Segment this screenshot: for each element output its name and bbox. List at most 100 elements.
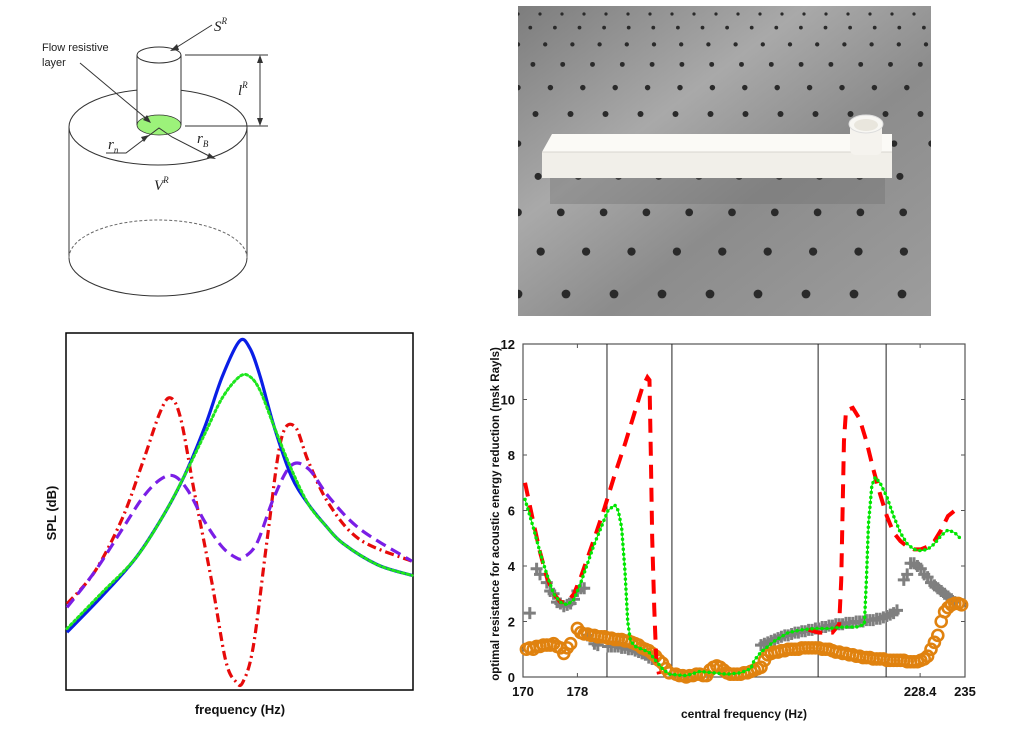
table-hole bbox=[577, 25, 582, 30]
table-hole bbox=[749, 25, 754, 30]
table-hole bbox=[602, 111, 609, 117]
table-hole bbox=[619, 61, 625, 67]
table-hole bbox=[609, 289, 619, 299]
table-hole bbox=[672, 111, 679, 117]
table-hole bbox=[570, 42, 575, 47]
photo-drawing bbox=[465, 6, 950, 345]
res-point-orange-circle bbox=[930, 628, 945, 643]
res-series-group bbox=[519, 373, 969, 684]
spl-series-dashed-purple bbox=[65, 461, 413, 609]
table-hole bbox=[612, 84, 618, 91]
spl-xlabel: frequency (Hz) bbox=[195, 702, 285, 717]
table-hole bbox=[899, 247, 909, 256]
table-hole bbox=[823, 25, 828, 30]
table-hole bbox=[868, 12, 872, 16]
table-hole bbox=[637, 111, 644, 117]
spl-plot-frame bbox=[65, 332, 414, 691]
res-plot-frame bbox=[522, 343, 966, 678]
table-hole bbox=[560, 61, 566, 67]
spl-ylabel: SPL (dB) bbox=[44, 486, 59, 541]
res-series-red-dashed bbox=[523, 373, 661, 675]
table-hole bbox=[532, 111, 539, 117]
table-hole bbox=[705, 289, 715, 299]
table-hole bbox=[709, 84, 716, 91]
table-hole bbox=[530, 61, 536, 67]
table-hole bbox=[897, 289, 907, 299]
table-hole bbox=[854, 247, 863, 256]
table-hole bbox=[718, 247, 727, 256]
table-hole bbox=[758, 12, 762, 16]
table-hole bbox=[801, 289, 811, 299]
res-point-orange-circle bbox=[920, 649, 935, 663]
table-hole bbox=[842, 42, 847, 47]
table-hole bbox=[846, 12, 850, 16]
table-hole bbox=[714, 12, 718, 16]
resonator-schematic: Flow resistive layer SR lR rn rB VR bbox=[0, 0, 300, 300]
res-ytick-label: 12 bbox=[501, 337, 515, 352]
table-hole bbox=[780, 12, 784, 16]
rB-arrow-head bbox=[207, 153, 216, 159]
flow-layer-label-2: layer bbox=[42, 57, 66, 69]
table-hole bbox=[896, 172, 904, 180]
rn-pointer bbox=[106, 127, 214, 159]
table-hole bbox=[597, 42, 602, 47]
table-hole bbox=[774, 84, 780, 91]
table-hole bbox=[798, 61, 804, 67]
res-ytick-label: 4 bbox=[508, 559, 516, 574]
table-hole bbox=[871, 84, 878, 91]
table-hole bbox=[923, 42, 929, 47]
res-ytick-label: 2 bbox=[508, 615, 515, 630]
res-series-green-dotted bbox=[523, 473, 962, 678]
table-hole bbox=[651, 25, 656, 30]
table-hole bbox=[774, 25, 779, 30]
table-hole bbox=[642, 208, 651, 217]
spl-frequency-chart: frequency (Hz) SPL (dB) bbox=[0, 318, 440, 731]
res-point-orange-circle bbox=[924, 642, 938, 657]
table-hole bbox=[869, 42, 874, 47]
table-hole bbox=[560, 12, 564, 16]
table-hole bbox=[651, 42, 657, 47]
neck-tube-opening bbox=[854, 119, 878, 131]
table-hole bbox=[858, 61, 864, 67]
table-hole bbox=[679, 42, 684, 47]
table-hole bbox=[890, 12, 894, 16]
table-hole bbox=[624, 42, 629, 47]
table-hole bbox=[912, 12, 916, 16]
table-hole bbox=[760, 42, 765, 47]
table-hole bbox=[847, 111, 854, 117]
table-hole bbox=[602, 25, 606, 30]
res-point-gray-plus bbox=[901, 568, 914, 581]
table-hole bbox=[706, 42, 711, 47]
table-hole bbox=[707, 111, 714, 117]
table-hole bbox=[543, 42, 548, 47]
table-hole bbox=[536, 247, 545, 256]
duct-front bbox=[542, 152, 892, 178]
table-hole bbox=[556, 208, 565, 217]
table-hole bbox=[849, 289, 859, 299]
spl-chart-svg: frequency (Hz) SPL (dB) bbox=[44, 332, 414, 717]
rB-label: rB bbox=[197, 131, 209, 149]
table-hole bbox=[692, 12, 696, 16]
table-hole bbox=[802, 12, 806, 16]
table-hole bbox=[561, 289, 571, 299]
table-hole bbox=[626, 25, 631, 30]
table-hole bbox=[604, 12, 608, 16]
dim-arrow-up bbox=[257, 55, 263, 63]
table-hole bbox=[888, 61, 893, 67]
table-hole bbox=[728, 208, 736, 217]
neck-body bbox=[137, 55, 181, 125]
table-hole bbox=[904, 84, 910, 91]
res-xlabel: central frequency (Hz) bbox=[681, 707, 807, 721]
table-hole bbox=[679, 61, 685, 67]
res-point-orange-circle bbox=[927, 635, 942, 650]
table-hole bbox=[799, 25, 803, 30]
res-point-gray-plus bbox=[891, 604, 903, 617]
res-ticks: 0 2 4 6 8 10 12 170 178 228.4 235 bbox=[501, 337, 976, 699]
res-point-gray-plus bbox=[523, 607, 536, 620]
table-hole bbox=[567, 111, 574, 117]
res-ytick-label: 8 bbox=[508, 448, 515, 463]
res-ylabel: optimal resistance for acoustic energy r… bbox=[490, 347, 502, 681]
spl-series-group bbox=[65, 337, 414, 688]
rn-arrow-head bbox=[141, 135, 149, 142]
res-ytick-label: 0 bbox=[508, 670, 515, 685]
